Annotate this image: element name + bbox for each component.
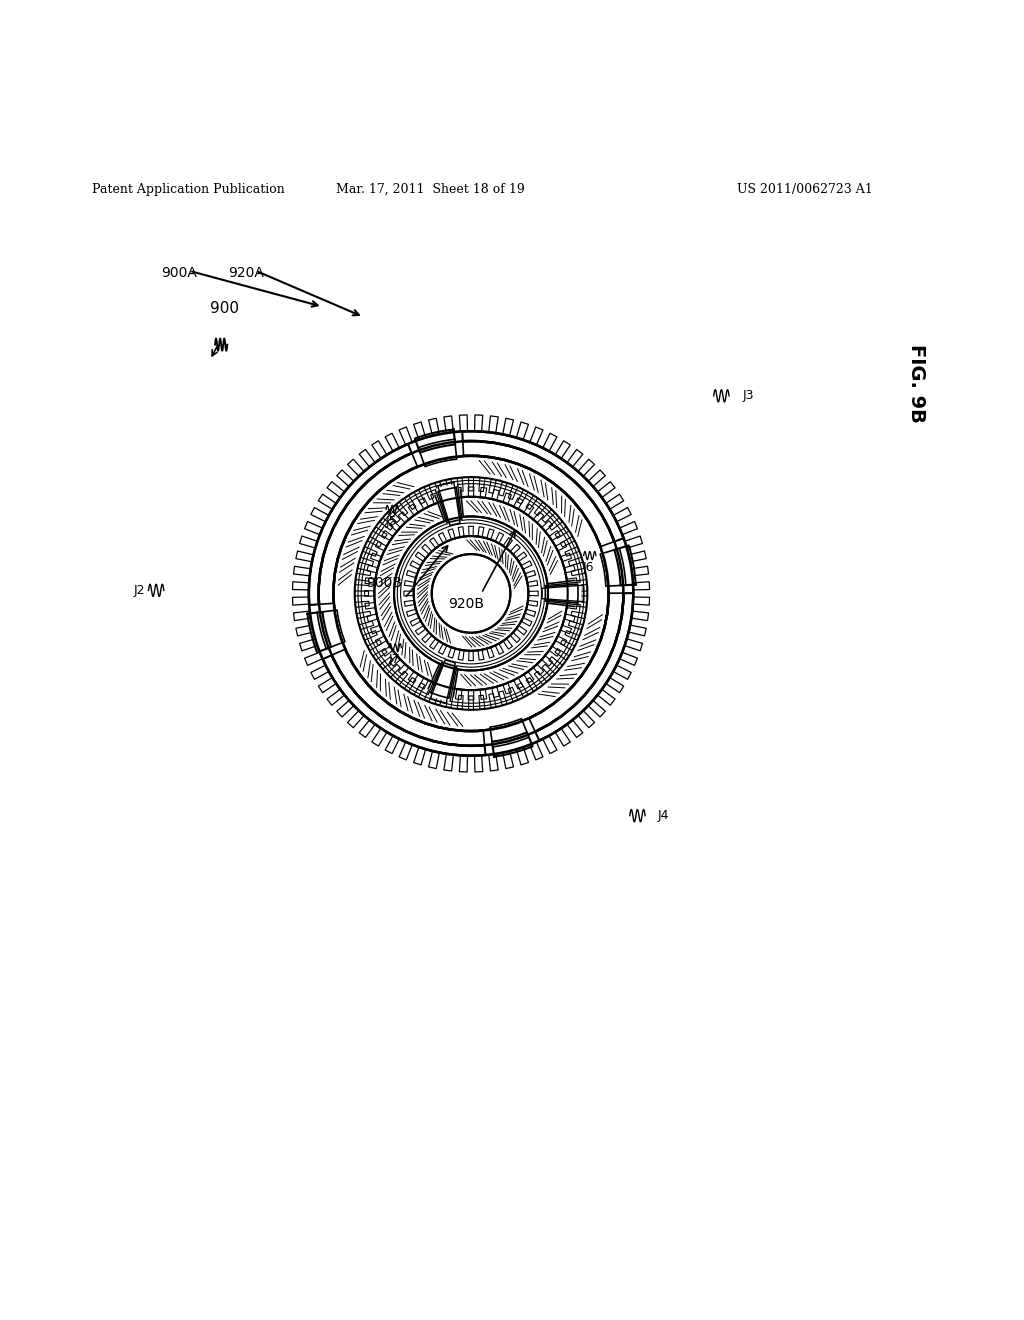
- Polygon shape: [548, 581, 575, 606]
- Polygon shape: [600, 541, 624, 593]
- Polygon shape: [309, 605, 332, 659]
- Text: J6: J6: [583, 561, 595, 574]
- Polygon shape: [484, 731, 540, 755]
- Polygon shape: [435, 490, 463, 521]
- Text: 900A: 900A: [161, 265, 198, 280]
- Text: J2: J2: [134, 583, 145, 597]
- Polygon shape: [614, 539, 633, 593]
- Text: Mar. 17, 2011  Sheet 18 of 19: Mar. 17, 2011 Sheet 18 of 19: [336, 182, 524, 195]
- Polygon shape: [483, 718, 536, 746]
- Polygon shape: [412, 441, 464, 467]
- Circle shape: [414, 536, 528, 651]
- Polygon shape: [545, 582, 581, 605]
- Polygon shape: [428, 661, 457, 701]
- Polygon shape: [319, 603, 345, 655]
- Text: 900: 900: [210, 301, 239, 315]
- Text: 900B: 900B: [366, 577, 402, 590]
- Text: J3: J3: [742, 389, 754, 403]
- Text: FIG. 9B: FIG. 9B: [907, 345, 926, 422]
- Polygon shape: [435, 484, 462, 524]
- Text: 920B: 920B: [447, 597, 484, 611]
- Circle shape: [432, 554, 510, 632]
- Polygon shape: [0, 148, 1024, 1172]
- Text: J4: J4: [657, 809, 669, 822]
- Text: Patent Application Publication: Patent Application Publication: [92, 182, 285, 195]
- Text: J7: J7: [388, 653, 400, 667]
- Text: 920A: 920A: [227, 265, 264, 280]
- Polygon shape: [408, 432, 463, 453]
- Text: J5: J5: [385, 515, 397, 528]
- Circle shape: [318, 441, 624, 746]
- Polygon shape: [428, 664, 458, 696]
- Text: US 2011/0062723 A1: US 2011/0062723 A1: [737, 182, 873, 195]
